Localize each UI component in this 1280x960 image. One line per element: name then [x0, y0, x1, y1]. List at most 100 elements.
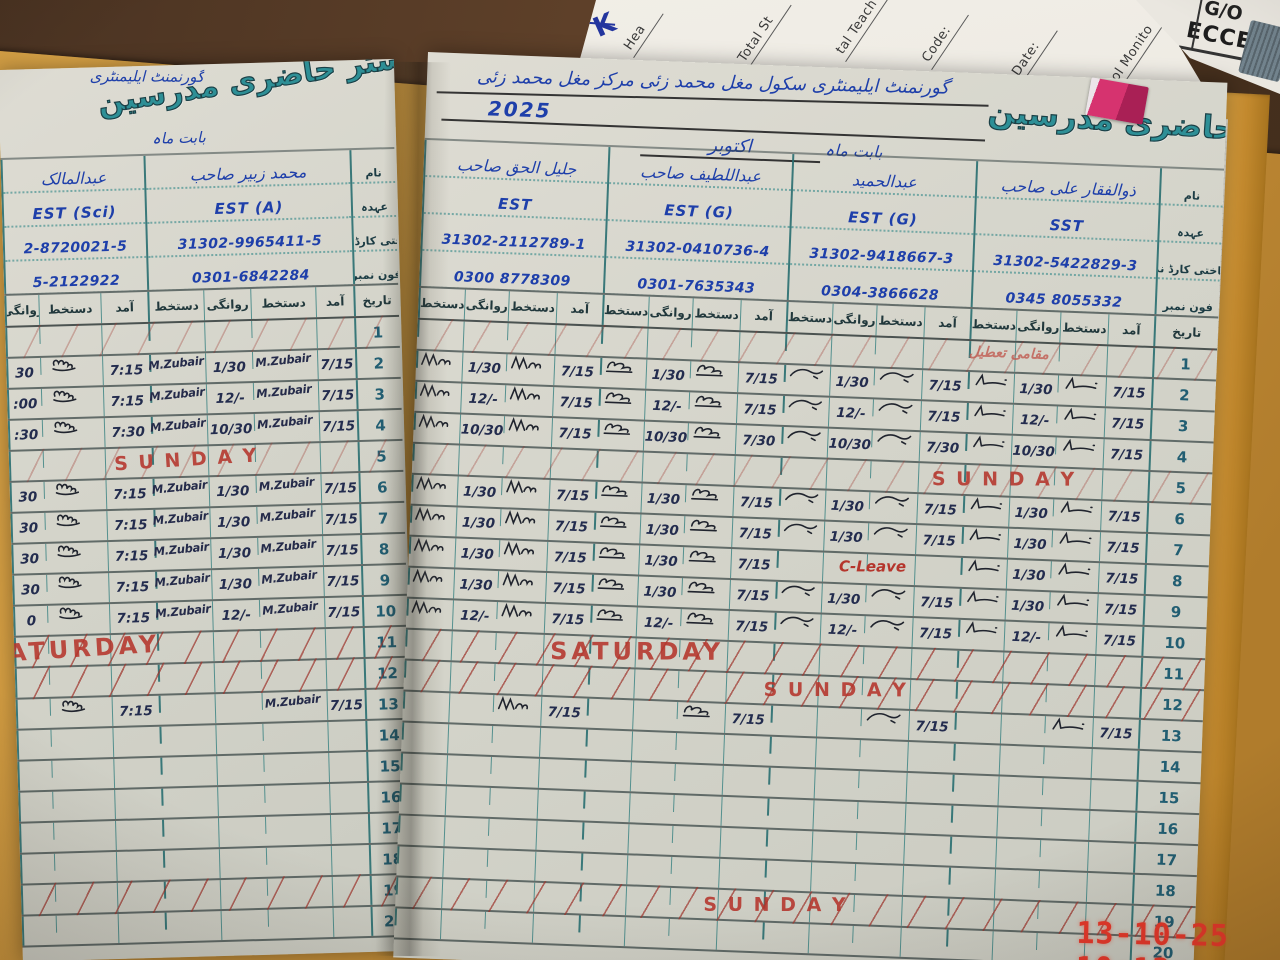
column-header-arr: آمد — [739, 300, 787, 332]
dep-cell — [443, 817, 489, 848]
signature-squiggle — [969, 528, 1001, 541]
signature-cell — [1043, 747, 1088, 766]
arr-cell — [110, 664, 159, 696]
dep-cell: 1/30 — [211, 568, 259, 600]
table-row: 30 7:15 M.Zubair 1/30 M.Zubair 7/15 7 — [10, 502, 406, 545]
dep-cell: 10/30 — [826, 428, 872, 460]
holiday-label: S U N D A Y — [763, 678, 908, 702]
row-number: 8 — [1143, 564, 1209, 597]
signature-cell — [966, 402, 1010, 422]
arr-cell — [549, 449, 597, 480]
side-label: نام — [351, 148, 396, 185]
dep-cell: 1/30 — [1004, 590, 1050, 622]
arr-cell — [117, 912, 166, 943]
signature-cell — [782, 395, 826, 415]
dep-cell: 30 — [6, 357, 41, 388]
signature-squiggle — [789, 368, 823, 380]
row-number: 6 — [1146, 502, 1212, 535]
row-number: 10 — [361, 595, 408, 627]
signature-cell — [965, 433, 1009, 453]
signature-cell — [163, 880, 216, 899]
table-row: 1/30 7/15 1/30 7/15 1/30 7/15 1/30 7/15 6 — [410, 474, 1212, 537]
column-header-arr: آمد — [315, 286, 355, 318]
signature-cell — [402, 691, 446, 711]
signature-squiggle — [779, 616, 814, 627]
signature-cell — [872, 399, 918, 419]
dep-cell: 10/30 — [1010, 435, 1056, 467]
signature-cell: M.Zubair — [257, 536, 318, 555]
signature-squiggle — [54, 421, 78, 434]
table-row: 30 7:15 M.Zubair 1/30 M.Zubair 7/15 8 — [11, 533, 406, 576]
column-header-arr: آمد — [923, 307, 971, 339]
arr-cell — [316, 318, 355, 349]
signature-squiggle — [504, 509, 535, 526]
arr-cell: 7:15 — [102, 385, 151, 417]
arr-cell — [910, 648, 958, 680]
column-header-arr: آمد — [1107, 314, 1155, 347]
signature-cell: M.Zubair — [258, 598, 320, 617]
column-header-dep: روانگی — [4, 294, 40, 326]
signature-cell: M.Zubair — [256, 505, 317, 524]
arr-cell — [324, 628, 364, 659]
dep-cell: 1/30 — [823, 521, 869, 553]
signature-cell — [775, 581, 819, 601]
arr-cell: 7/15 — [317, 380, 357, 411]
signature-cell — [266, 877, 327, 896]
dep-cell — [20, 884, 56, 915]
column-header-sig: دستخط — [691, 298, 741, 331]
dep-cell — [19, 822, 54, 853]
signature-cell: M.Zubair — [154, 600, 212, 621]
arr-cell: 7/15 — [907, 710, 956, 742]
arr-cell — [533, 882, 581, 914]
signature-cell — [1049, 592, 1094, 611]
dep-cell — [999, 714, 1045, 746]
date-column-header: تاریخ — [1153, 316, 1219, 349]
dep-cell — [630, 731, 677, 763]
signature-cell — [946, 929, 989, 949]
arr-cell — [904, 803, 952, 835]
dep-cell — [462, 321, 508, 353]
dep-cell — [449, 662, 495, 693]
signature-squiggle — [695, 364, 723, 377]
row-number: 6 — [358, 471, 405, 503]
dep-cell: 1/30 — [1008, 497, 1054, 529]
signature-squiggle — [600, 485, 628, 497]
teacher-name: محمد زبیر صاحب — [145, 150, 351, 190]
dep-cell: 1/30 — [820, 583, 866, 615]
signature-cell — [862, 647, 908, 666]
signature-cell — [1052, 499, 1098, 519]
dep-cell — [216, 754, 265, 786]
signature-cell — [591, 574, 635, 594]
signature-cell — [492, 694, 538, 714]
arr-cell: 7/15 — [323, 597, 363, 628]
signature-squiggle — [688, 550, 716, 563]
teacher-info: محمد زبیر صاحب EST (A) 31302-9965411-5 0301… — [143, 150, 354, 290]
signature-squiggle — [605, 361, 633, 373]
signature-squiggle — [603, 423, 630, 435]
table-row: 30 7:15 M.Zubair 1/30 M.Zubair 7/15 2 — [6, 347, 401, 390]
table-row: 12/- 7/15 12/- 7/15 12/- 7/15 12/- 7/15 3 — [414, 381, 1215, 444]
signature-squiggle — [501, 602, 532, 619]
arr-cell — [539, 727, 587, 759]
dep-cell: :30 — [7, 419, 43, 450]
dep-cell — [15, 698, 51, 729]
arr-cell: 7/15 — [731, 518, 779, 549]
arr-cell: 7/15 — [547, 510, 595, 542]
signature-cell — [854, 863, 900, 883]
signature-cell — [860, 709, 906, 728]
row-number: 7 — [359, 502, 406, 534]
arr-cell: 7/15 — [1104, 377, 1152, 409]
dep-cell — [212, 630, 261, 662]
signature-cell — [587, 667, 631, 687]
signature-squiggle — [1060, 500, 1093, 513]
arr-cell: 7/15 — [919, 401, 967, 432]
arr-cell — [113, 757, 162, 789]
signature-cell — [409, 505, 453, 525]
arr-cell: 7/15 — [911, 618, 959, 649]
arr-cell: 7/15 — [318, 411, 358, 442]
signature-cell — [265, 846, 327, 865]
signature-cell — [55, 914, 114, 933]
arr-cell: 7/15 — [321, 504, 361, 535]
signature-squiggle — [497, 695, 528, 711]
